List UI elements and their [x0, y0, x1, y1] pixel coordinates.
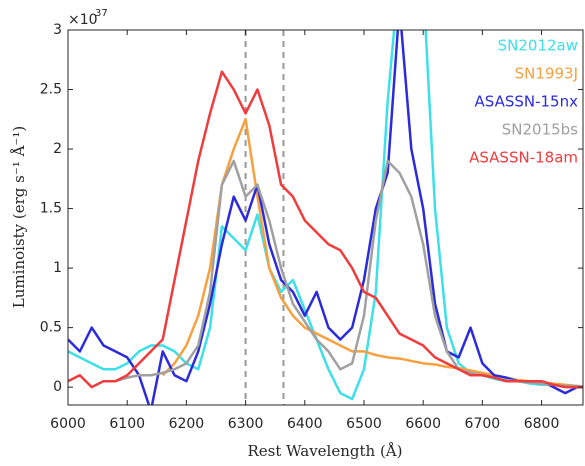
y-multiplier-exponent: 37 [95, 8, 108, 19]
y-tick-label: 2.5 [40, 82, 62, 98]
x-tick-label: 6500 [346, 416, 382, 432]
legend-entry: ASASSN-18am [469, 149, 578, 167]
plot-frame [67, 29, 584, 406]
y-tick-label: 1.5 [40, 201, 62, 217]
x-tick-label: 6000 [50, 416, 86, 432]
y-multiplier: ×10 [68, 12, 98, 28]
x-axis-label: Rest Wavelength (Å) [247, 442, 402, 460]
series-line [68, 30, 583, 405]
plot-area [68, 30, 583, 405]
y-tick-label: 2 [53, 141, 62, 157]
y-tick-label: 0 [53, 379, 62, 395]
y-tick-label: 3 [53, 22, 62, 38]
legend-entry: SN2015bs [502, 121, 578, 139]
x-tick-label: 6800 [524, 416, 560, 432]
legend-entry: SN1993J [515, 65, 578, 83]
y-tick-label: 0.5 [40, 320, 62, 336]
x-tick-label: 6600 [405, 416, 441, 432]
x-tick-label: 6100 [109, 416, 145, 432]
legend-entry: SN2012aw [498, 37, 578, 55]
x-tick-label: 6400 [287, 416, 323, 432]
y-tick-label: 1 [53, 260, 62, 276]
x-tick-label: 6300 [228, 416, 264, 432]
y-axis-label: Luminoisty (erg s⁻¹ Å⁻¹) [10, 126, 28, 308]
x-tick-label: 6700 [465, 416, 501, 432]
series-line [68, 70, 583, 389]
x-tick-label: 6200 [169, 416, 205, 432]
legend-entry: ASASSN-15nx [475, 93, 579, 111]
